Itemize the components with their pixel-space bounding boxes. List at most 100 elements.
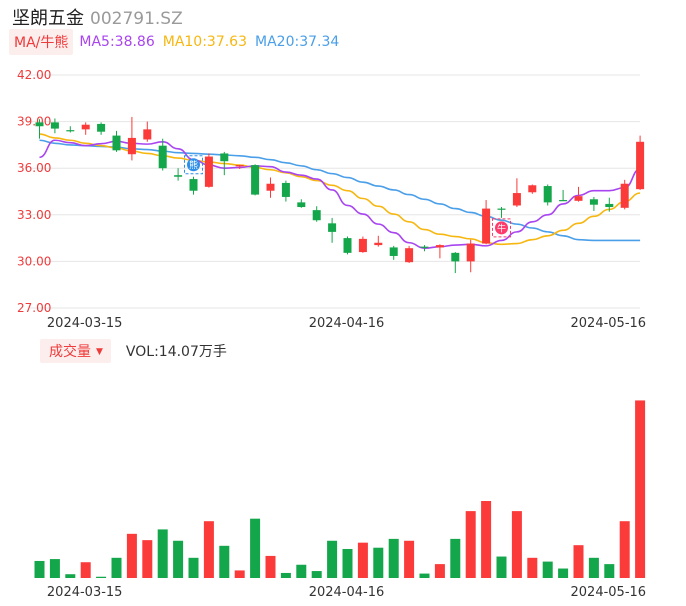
y-tick-label: 30.00 [17,254,51,268]
ma20-line [39,139,641,242]
x-tick-label: 2024-03-15 [47,316,123,331]
volume-bar [173,540,184,578]
volume-bar [111,557,122,578]
volume-bar [619,521,630,578]
candle [174,168,183,181]
y-tick-label: 27.00 [17,301,51,315]
y-tick-label: 42.00 [17,68,51,82]
candle [435,244,444,259]
volume-indicator-dropdown[interactable]: 成交量 ▼ [40,339,111,363]
volume-bar [296,564,307,578]
ma10-label: MA10:37.63 [162,34,248,50]
volume-bar [542,561,553,578]
candle [81,122,90,135]
candle-body [97,123,106,132]
candle-body [589,199,598,205]
volume-bar [188,557,199,578]
candle [281,180,290,202]
volume-bar [357,542,368,578]
candle-body [405,248,414,263]
stock-title: 坚朗五金 002791.SZ [12,4,183,30]
candle-body [127,137,136,155]
volume-bar [404,540,415,578]
candle-body [389,247,398,256]
candle [543,184,552,206]
candle [143,121,152,142]
volume-bar [573,545,584,578]
price-grid [30,74,640,309]
candle [497,207,506,218]
volume-bar [604,564,615,578]
ma20-label: MA20:37.34 [255,34,340,50]
candle-body [204,156,213,187]
candle-body [343,238,352,253]
ma-legend-bar: MA/牛熊 MA5:38.86 MA10:37.63 MA20:37.34 [9,29,347,55]
candle [66,126,75,133]
candle-body [497,208,506,210]
volume-bar [142,540,153,578]
candle [35,119,44,139]
candle-body [620,183,629,208]
candle-body [112,135,121,151]
candle [251,164,260,196]
signal-markers: 熊牛 [184,155,511,238]
volume-value-label: VOL:14.07万手 [125,344,227,360]
volume-bar [327,540,338,578]
candle [389,245,398,260]
volume-bar [157,529,168,578]
y-tick-label: 36.00 [17,161,51,175]
volume-bar [126,533,137,578]
volume-bar [635,400,646,578]
x-tick-label: 2024-05-16 [571,316,647,331]
marker-frame [184,155,203,175]
candle-body [312,210,321,221]
candle [50,118,59,134]
volume-bar [511,511,522,578]
candle [589,196,598,211]
price-x-axis: 2024-03-15 2024-04-16 2024-05-16 [47,316,646,331]
stock-name: 坚朗五金 [12,8,84,29]
candle-body [574,196,583,201]
caret-down-icon: ▼ [96,347,103,357]
volume-bar [558,568,569,578]
candle-body [266,183,275,191]
candle-body [81,124,90,130]
candle-body [543,186,552,203]
bull-badge: 牛 [492,218,511,238]
candle [605,197,614,212]
candle-body [466,243,475,262]
candle [343,236,352,255]
y-tick-label: 39.00 [17,115,51,129]
candle [266,177,275,198]
candle [328,217,337,243]
candle [405,245,414,263]
candle-body [512,193,521,206]
candle [297,199,306,208]
volume-bar [49,559,60,578]
volume-x-axis: 2024-03-15 2024-04-16 2024-05-16 [47,585,646,600]
candle-body [559,200,568,202]
volume-bar [265,555,276,578]
candle-body [374,242,383,246]
candle [559,189,568,202]
candle-body [528,185,537,193]
volume-bar [527,557,538,578]
ma10-line [39,133,641,246]
candle-body [358,238,367,253]
volume-bar [96,576,107,578]
bear-badge: 熊 [184,155,203,175]
candle [574,186,583,202]
x-tick-label: 2024-03-15 [47,585,123,600]
candle-body [420,246,429,248]
candlestick-series [35,116,645,274]
candle-body [143,129,152,140]
candle [189,176,198,195]
x-tick-label: 2024-04-16 [309,316,385,331]
candle-body [482,208,491,244]
volume-bar [219,545,230,578]
ma-indicator-toggle[interactable]: MA/牛熊 [9,29,74,55]
marker-dot [187,158,200,172]
candle [358,236,367,253]
marker-frame [492,218,511,238]
